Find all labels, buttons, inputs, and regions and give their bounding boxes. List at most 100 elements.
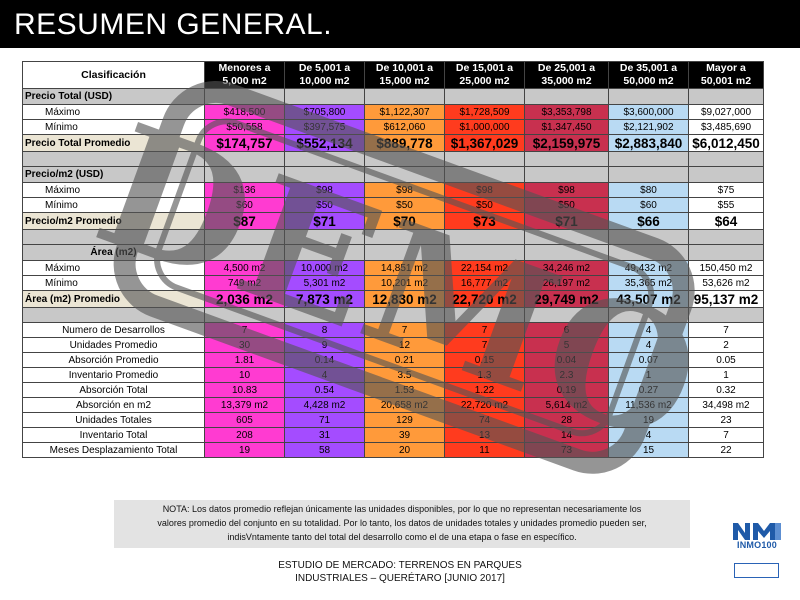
value-cell: 31	[284, 427, 365, 443]
footer-line-1: ESTUDIO DE MERCADO: TERRENOS EN PARQUES	[278, 560, 522, 571]
value-cell: 22,154 m2	[444, 260, 525, 276]
empty-cell	[608, 244, 689, 261]
table-row: Unidades Promedio 30 9 12 7 5 4 2	[22, 337, 764, 353]
value-cell: 0.27	[608, 382, 689, 398]
value-cell: $174,757	[204, 134, 285, 152]
empty-cell	[284, 88, 365, 105]
table-row: Área (m2) Promedio 2,036 m2 7,873 m2 12,830…	[22, 290, 764, 308]
value-cell: 150,450 m2	[688, 260, 764, 276]
empty-cell	[22, 307, 205, 323]
empty-cell	[444, 151, 525, 167]
value-cell: 0.07	[608, 352, 689, 368]
column-header: De 15,001 a 25,000 m2	[444, 61, 525, 89]
value-cell: 7	[444, 337, 525, 353]
value-cell: 1.3	[444, 367, 525, 383]
value-cell: 22,720 m2	[444, 397, 525, 413]
value-cell: 1	[608, 367, 689, 383]
empty-cell	[688, 229, 764, 245]
row-label: Máximo	[22, 104, 205, 120]
empty-cell	[204, 307, 285, 323]
row-label: Mínimo	[22, 197, 205, 213]
value-cell: $1,000,000	[444, 119, 525, 135]
value-cell: 4	[608, 337, 689, 353]
value-cell: 7	[204, 322, 285, 338]
value-cell: 0.19	[524, 382, 609, 398]
value-cell: 0.15	[444, 352, 525, 368]
empty-cell	[364, 307, 445, 323]
value-cell: 7	[688, 322, 764, 338]
value-cell: $60	[204, 197, 285, 213]
empty-cell	[284, 244, 365, 261]
table-row: Meses Desplazamiento Total 19 58 20 11 73 15 22	[22, 442, 764, 458]
value-cell: $3,353,798	[524, 104, 609, 120]
value-cell: 11	[444, 442, 525, 458]
table-row: Máximo $136 $98 $98 $98 $98 $80 $75	[22, 182, 764, 198]
value-cell: 208	[204, 427, 285, 443]
value-cell: 5,614 m2	[524, 397, 609, 413]
table-header-row: Clasificación Menores a 5,000 m2 De 5,001…	[22, 61, 764, 89]
empty-cell	[688, 244, 764, 261]
value-cell: 34,246 m2	[524, 260, 609, 276]
value-cell: 2	[688, 337, 764, 353]
empty-cell	[204, 88, 285, 105]
row-label: Meses Desplazamiento Total	[22, 442, 205, 458]
value-cell: 71	[284, 412, 365, 428]
value-cell: $418,500	[204, 104, 285, 120]
empty-cell	[364, 229, 445, 245]
table-row: Unidades Totales 605 71 129 74 28 19 23	[22, 412, 764, 428]
value-cell: 29,749 m2	[524, 290, 609, 308]
empty-cell	[204, 244, 285, 261]
empty-cell	[204, 166, 285, 183]
value-cell: 1.22	[444, 382, 525, 398]
empty-cell	[364, 166, 445, 183]
row-label: Absorción en m2	[22, 397, 205, 413]
empty-cell	[608, 151, 689, 167]
row-label: Inventario Total	[22, 427, 205, 443]
value-cell: 39	[364, 427, 445, 443]
note-line: valores promedio del conjunto en su tota…	[157, 518, 647, 528]
value-cell: $75	[688, 182, 764, 198]
table-row: Precio/m2 Promedio $87 $71 $70 $73 $71 $66 $64	[22, 212, 764, 230]
value-cell: $705,800	[284, 104, 365, 120]
value-cell: 7	[688, 427, 764, 443]
value-cell: 0.32	[688, 382, 764, 398]
note-box: NOTA: Los datos promedio reflejan únicam…	[114, 500, 690, 548]
logo-frame	[734, 563, 779, 578]
empty-cell	[608, 307, 689, 323]
row-label: Numero de Desarrollos	[22, 322, 205, 338]
table-row: Numero de Desarrollos 7 8 7 7 6 4 7	[22, 322, 764, 338]
value-cell: $3,600,000	[608, 104, 689, 120]
value-cell: $98	[524, 182, 609, 198]
value-cell: 12	[364, 337, 445, 353]
note-line: indisVntamente tanto del total del desar…	[227, 532, 577, 542]
empty-cell	[688, 88, 764, 105]
value-cell: $71	[524, 212, 609, 230]
column-header: Mayor a 50,001 m2	[688, 61, 764, 89]
value-cell: $1,728,509	[444, 104, 525, 120]
column-header: Menores a 5,000 m2	[204, 61, 285, 89]
value-cell: 95,137 m2	[688, 290, 764, 308]
row-label: Precio Total Promedio	[22, 134, 205, 152]
value-cell: $1,122,307	[364, 104, 445, 120]
value-cell: 8	[284, 322, 365, 338]
value-cell: 5	[524, 337, 609, 353]
value-cell: 49,432 m2	[608, 260, 689, 276]
empty-cell	[204, 229, 285, 245]
empty-cell	[22, 229, 205, 245]
value-cell: 58	[284, 442, 365, 458]
value-cell: $64	[688, 212, 764, 230]
value-cell: 19	[204, 442, 285, 458]
row-label: Mínimo	[22, 275, 205, 291]
column-header: De 25,001 a 35,000 m2	[524, 61, 609, 89]
corner-label: Clasificación	[22, 61, 205, 89]
value-cell: $552,134	[284, 134, 365, 152]
table-row	[22, 229, 764, 245]
empty-cell	[524, 244, 609, 261]
row-label: Precio/m2 Promedio	[22, 212, 205, 230]
table-row: Inventario Promedio 10 4 3.5 1.3 2.3 1 1	[22, 367, 764, 383]
value-cell: 30	[204, 337, 285, 353]
row-label: Área (m2) Promedio	[22, 290, 205, 308]
value-cell: $60	[608, 197, 689, 213]
value-cell: 10.83	[204, 382, 285, 398]
empty-cell	[284, 229, 365, 245]
